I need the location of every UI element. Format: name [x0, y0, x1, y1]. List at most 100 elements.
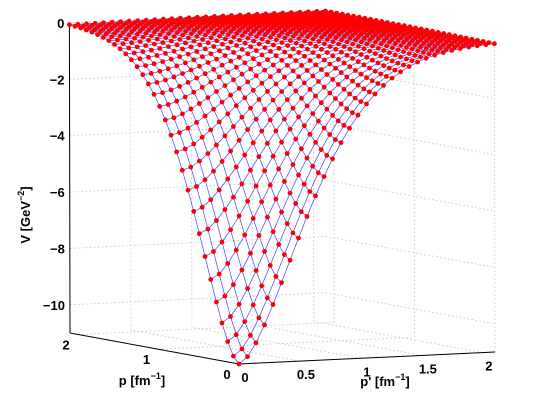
- surface-point: [302, 38, 307, 44]
- surface-point: [182, 146, 188, 152]
- surface-point: [231, 282, 236, 287]
- surface-point: [421, 41, 426, 46]
- surface-point: [166, 31, 172, 37]
- surface-point: [253, 116, 259, 122]
- surface-point: [438, 45, 443, 51]
- surface-point: [129, 40, 135, 46]
- surface-point: [333, 96, 338, 101]
- surface-point: [483, 42, 489, 48]
- surface-point: [191, 209, 197, 214]
- surface-point: [217, 33, 223, 39]
- surface-point: [287, 81, 293, 87]
- surface-point: [336, 32, 342, 38]
- surface-point: [171, 74, 177, 80]
- surface-point: [310, 163, 316, 169]
- surface-point: [205, 226, 211, 232]
- surface-point: [361, 36, 367, 41]
- surface-point: [319, 35, 325, 40]
- surface-point: [180, 111, 185, 117]
- surface-point: [296, 114, 301, 120]
- surface-point: [412, 42, 418, 48]
- surface-point: [338, 49, 344, 55]
- surface-point: [293, 201, 299, 206]
- surface-point: [208, 26, 214, 31]
- surface-point: [188, 31, 194, 37]
- surface-point: [242, 152, 248, 158]
- surface-point: [386, 65, 392, 71]
- surface-point: [197, 101, 202, 106]
- surface-point: [248, 332, 253, 338]
- surface-point: [250, 87, 256, 93]
- surface-point: [415, 59, 420, 65]
- surface-point: [452, 45, 457, 50]
- surface-point: [157, 104, 163, 109]
- surface-point: [177, 54, 183, 60]
- surface-point: [208, 35, 214, 41]
- surface-point: [250, 216, 256, 221]
- surface-point: [296, 36, 302, 41]
- surface-point: [384, 74, 389, 79]
- surface-point: [214, 56, 220, 62]
- surface-point: [387, 50, 392, 56]
- surface-point: [426, 51, 432, 57]
- surface-point: [466, 44, 472, 50]
- surface-point: [378, 53, 384, 59]
- surface-point: [222, 53, 228, 58]
- surface-point: [191, 38, 197, 44]
- surface-point: [401, 39, 407, 45]
- surface-point: [160, 28, 166, 34]
- surface-point: [191, 141, 197, 147]
- surface-point: [316, 30, 322, 35]
- surface-point: [321, 174, 327, 180]
- surface-point: [310, 50, 316, 55]
- surface-point: [222, 293, 228, 299]
- surface-point: [332, 137, 338, 143]
- grid-line: [191, 326, 361, 359]
- surface-point: [262, 32, 268, 38]
- surface-point: [168, 87, 174, 93]
- surface-point: [327, 90, 333, 96]
- surface-point: [239, 346, 245, 352]
- surface-point: [157, 46, 163, 51]
- surface-point: [321, 84, 327, 90]
- surface-point: [234, 43, 239, 48]
- surface-point: [228, 28, 234, 34]
- surface-point: [372, 91, 378, 97]
- surface-point: [200, 54, 205, 60]
- surface-point: [341, 123, 347, 128]
- surface-point: [131, 50, 137, 56]
- surface-point: [123, 27, 129, 32]
- surface-point: [270, 62, 276, 68]
- surface-point: [392, 41, 398, 47]
- surface-point: [216, 187, 222, 193]
- surface-point: [390, 45, 395, 51]
- surface-point: [321, 125, 327, 131]
- surface-point: [267, 263, 273, 268]
- surface-point: [140, 34, 146, 40]
- surface-point: [220, 41, 225, 47]
- grid-layer: [69, 10, 496, 365]
- surface-point: [443, 46, 449, 52]
- surface-point: [305, 34, 310, 40]
- surface-point: [185, 51, 191, 57]
- surface-point: [177, 130, 182, 136]
- surface-point: [284, 97, 290, 103]
- surface-point: [225, 111, 231, 117]
- grid-line: [69, 66, 326, 80]
- surface-point: [194, 184, 199, 189]
- surface-point: [231, 77, 236, 83]
- surface-point: [197, 42, 203, 48]
- surface-point: [89, 29, 95, 35]
- surface-point: [304, 103, 310, 109]
- surface-point: [160, 59, 166, 65]
- surface-point: [327, 44, 333, 49]
- surface-point: [429, 39, 435, 45]
- surface-point: [353, 68, 358, 73]
- surface-point: [285, 63, 290, 68]
- surface-point: [134, 44, 140, 50]
- surface-point: [109, 34, 115, 40]
- surface-point: [429, 47, 435, 53]
- surface-point: [200, 37, 206, 42]
- surface-point: [233, 164, 239, 170]
- surface-point: [381, 38, 387, 43]
